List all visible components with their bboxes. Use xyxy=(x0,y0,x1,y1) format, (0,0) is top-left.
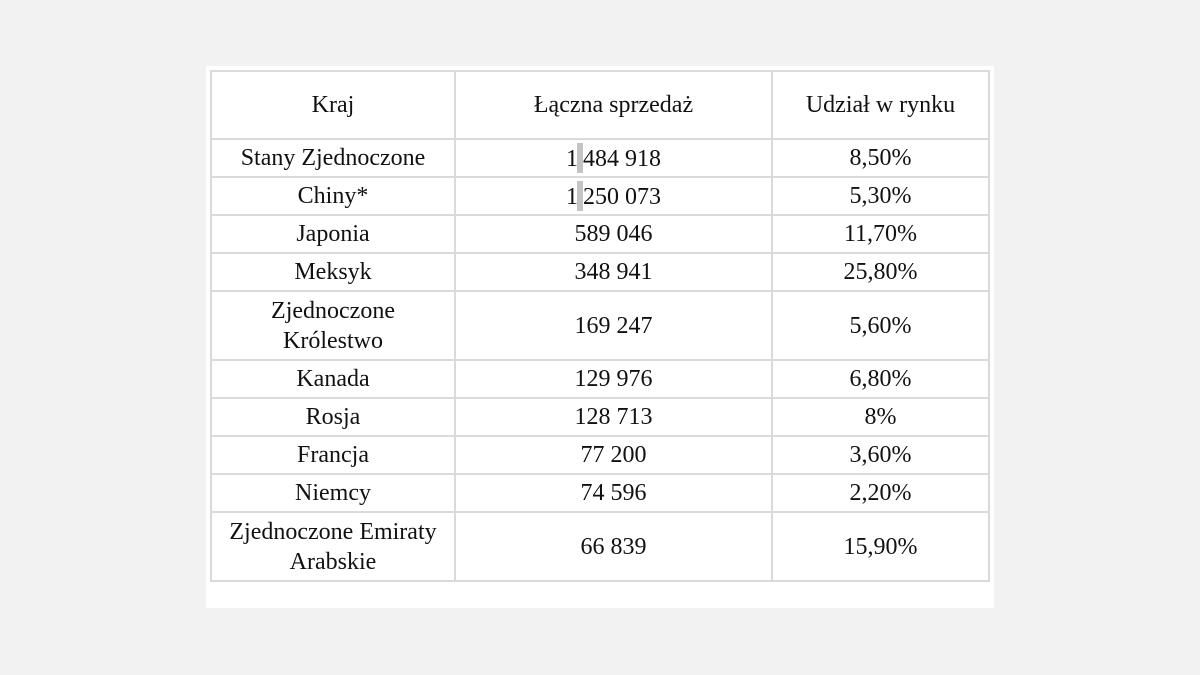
sales-cell[interactable]: 1 250 073 xyxy=(454,176,773,216)
table-row: Stany Zjednoczone 1 484 918 8,50% xyxy=(210,138,990,178)
share-cell: 8,50% xyxy=(771,138,990,178)
sales-cell: 169 247 xyxy=(454,290,773,361)
table-card: Kraj Łączna sprzedaż Udział w rynku Stan… xyxy=(206,66,994,608)
country-line-1: Zjednoczone Emiraty xyxy=(229,518,437,545)
sales-cell: 589 046 xyxy=(454,214,773,254)
sales-cell: 348 941 xyxy=(454,252,773,292)
table-row: Zjednoczone Królestwo 169 247 5,60% xyxy=(210,290,990,361)
country-cell: Kanada xyxy=(210,359,456,399)
sales-table: Kraj Łączna sprzedaż Udział w rynku Stan… xyxy=(210,70,990,582)
table-row: Kanada 129 976 6,80% xyxy=(210,359,990,399)
share-cell: 2,20% xyxy=(771,473,990,513)
country-cell: Francja xyxy=(210,435,456,475)
sales-value-head: 1 xyxy=(566,183,578,210)
share-cell: 3,60% xyxy=(771,435,990,475)
sales-cell: 77 200 xyxy=(454,435,773,475)
country-line-2: Królestwo xyxy=(283,327,383,354)
sales-cell[interactable]: 1 484 918 xyxy=(454,138,773,178)
table-row: Zjednoczone Emiraty Arabskie 66 839 15,90… xyxy=(210,511,990,582)
table-row: Japonia 589 046 11,70% xyxy=(210,214,990,254)
table-row: Niemcy 74 596 2,20% xyxy=(210,473,990,513)
share-cell: 5,60% xyxy=(771,290,990,361)
table-row: Meksyk 348 941 25,80% xyxy=(210,252,990,292)
country-cell: Niemcy xyxy=(210,473,456,513)
header-market-share: Udział w rynku xyxy=(771,70,990,140)
header-total-sales: Łączna sprzedaż xyxy=(454,70,773,140)
text-cursor xyxy=(577,180,583,211)
country-cell: Zjednoczone Emiraty Arabskie xyxy=(210,511,456,582)
sales-cell: 74 596 xyxy=(454,473,773,513)
sales-value-tail: 250 073 xyxy=(583,183,661,210)
country-cell: Chiny* xyxy=(210,176,456,216)
country-cell: Stany Zjednoczone xyxy=(210,138,456,178)
sales-value-head: 1 xyxy=(566,145,578,172)
header-country: Kraj xyxy=(210,70,456,140)
country-cell: Zjednoczone Królestwo xyxy=(210,290,456,361)
table-row: Chiny* 1 250 073 5,30% xyxy=(210,176,990,216)
country-cell: Japonia xyxy=(210,214,456,254)
share-cell: 5,30% xyxy=(771,176,990,216)
country-cell: Rosja xyxy=(210,397,456,437)
table-row: Francja 77 200 3,60% xyxy=(210,435,990,475)
share-cell: 8% xyxy=(771,397,990,437)
sales-cell: 128 713 xyxy=(454,397,773,437)
share-cell: 6,80% xyxy=(771,359,990,399)
sales-value-tail: 484 918 xyxy=(583,145,661,172)
country-line-2: Arabskie xyxy=(289,548,377,575)
share-cell: 11,70% xyxy=(771,214,990,254)
country-line-1: Zjednoczone xyxy=(271,297,395,324)
share-cell: 15,90% xyxy=(771,511,990,582)
table-row: Rosja 128 713 8% xyxy=(210,397,990,437)
sales-cell: 129 976 xyxy=(454,359,773,399)
header-row: Kraj Łączna sprzedaż Udział w rynku xyxy=(210,70,990,140)
share-cell: 25,80% xyxy=(771,252,990,292)
sales-cell: 66 839 xyxy=(454,511,773,582)
country-cell: Meksyk xyxy=(210,252,456,292)
text-cursor xyxy=(577,142,583,173)
